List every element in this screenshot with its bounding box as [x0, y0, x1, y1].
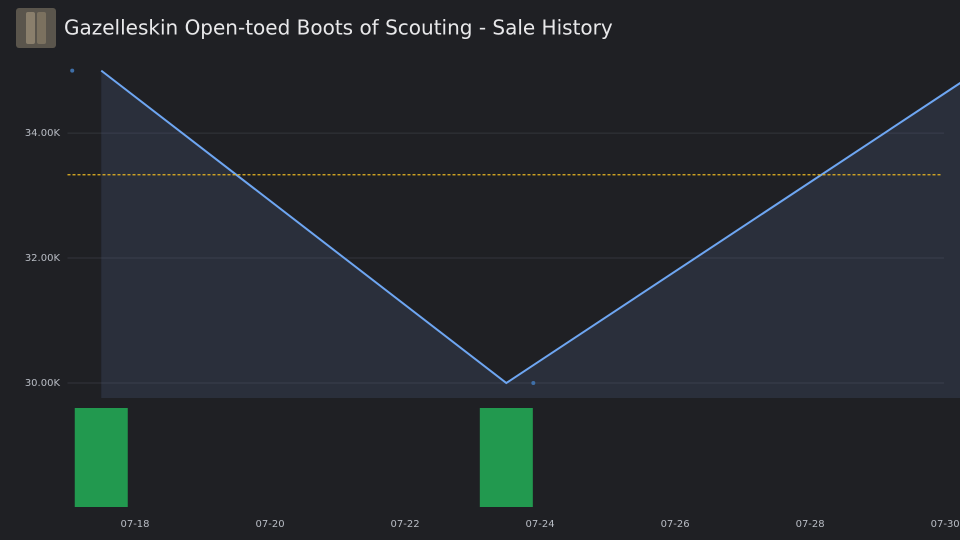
- x-tick-label: 07-18: [120, 519, 149, 530]
- y-tick-label: 30.00K: [25, 378, 61, 389]
- x-tick-label: 07-26: [661, 519, 690, 530]
- volume-bar: [74, 408, 128, 507]
- price-area: [101, 70, 960, 398]
- x-tick-label: 07-24: [526, 519, 555, 530]
- item-icon: [16, 8, 56, 48]
- y-tick-label: 34.00K: [25, 128, 61, 139]
- sale-point: [70, 68, 75, 73]
- y-tick-label: 32.00K: [25, 253, 61, 264]
- x-tick-label: 07-30: [931, 519, 960, 530]
- x-tick-label: 07-20: [256, 519, 285, 530]
- chart-title: Gazelleskin Open-toed Boots of Scouting …: [64, 16, 613, 40]
- x-tick-label: 07-28: [796, 519, 825, 530]
- sale-point: [531, 381, 536, 386]
- price-line: [100, 69, 960, 385]
- volume-bar: [479, 408, 533, 507]
- x-tick-label: 07-22: [391, 519, 420, 530]
